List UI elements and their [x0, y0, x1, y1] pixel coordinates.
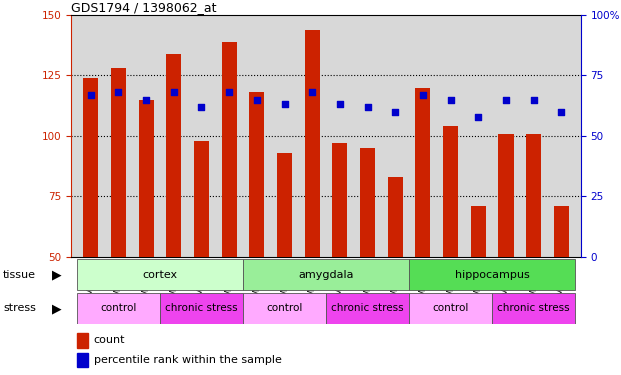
Point: [335, 102, 345, 108]
Text: stress: stress: [3, 303, 36, 313]
Text: ▶: ▶: [52, 302, 61, 315]
Point: [501, 97, 511, 103]
Point: [446, 97, 456, 103]
Point: [252, 97, 262, 103]
Text: chronic stress: chronic stress: [497, 303, 570, 313]
Bar: [360, 148, 375, 257]
Bar: [526, 134, 541, 257]
Point: [114, 89, 124, 95]
Bar: [77, 260, 243, 290]
Bar: [243, 260, 409, 290]
Point: [279, 102, 289, 108]
Bar: [554, 206, 569, 257]
Point: [363, 104, 373, 110]
Bar: [243, 293, 326, 324]
Bar: [249, 92, 265, 257]
Point: [196, 104, 206, 110]
Bar: [277, 153, 292, 257]
Text: count: count: [94, 335, 125, 345]
Point: [528, 97, 538, 103]
Text: chronic stress: chronic stress: [165, 303, 238, 313]
Text: amygdala: amygdala: [298, 270, 354, 280]
Bar: [326, 293, 409, 324]
Bar: [498, 134, 514, 257]
Bar: [194, 141, 209, 257]
Text: tissue: tissue: [3, 270, 36, 280]
Bar: [332, 143, 348, 257]
Bar: [492, 293, 575, 324]
Bar: [138, 100, 154, 257]
Point: [86, 92, 96, 98]
Bar: [388, 177, 403, 257]
Point: [390, 109, 400, 115]
Text: chronic stress: chronic stress: [331, 303, 404, 313]
Point: [141, 97, 151, 103]
Text: control: control: [432, 303, 469, 313]
Bar: [415, 88, 430, 257]
Text: control: control: [100, 303, 137, 313]
Bar: [76, 333, 88, 348]
Bar: [304, 30, 320, 257]
Bar: [77, 293, 160, 324]
Point: [307, 89, 317, 95]
Text: percentile rank within the sample: percentile rank within the sample: [94, 355, 282, 364]
Bar: [471, 206, 486, 257]
Bar: [409, 260, 575, 290]
Point: [473, 114, 483, 120]
Point: [224, 89, 234, 95]
Point: [418, 92, 428, 98]
Text: ▶: ▶: [52, 268, 61, 281]
Bar: [83, 78, 98, 257]
Bar: [409, 293, 492, 324]
Bar: [222, 42, 237, 257]
Bar: [111, 68, 126, 257]
Text: GDS1794 / 1398062_at: GDS1794 / 1398062_at: [71, 1, 217, 14]
Text: hippocampus: hippocampus: [455, 270, 530, 280]
Bar: [443, 126, 458, 257]
Text: control: control: [266, 303, 302, 313]
Bar: [166, 54, 181, 257]
Bar: [76, 353, 88, 367]
Text: cortex: cortex: [142, 270, 178, 280]
Bar: [160, 293, 243, 324]
Point: [556, 109, 566, 115]
Point: [169, 89, 179, 95]
